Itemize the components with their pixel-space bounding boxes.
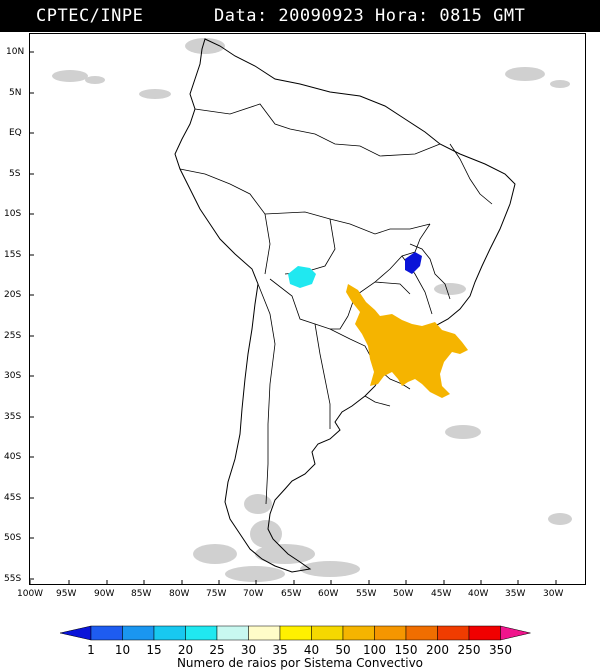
legend-swatch	[59, 625, 92, 641]
lon-label: 40W	[468, 589, 488, 599]
lon-label: 85W	[131, 589, 151, 599]
legend-bar: 1 10 15 20 25 30 35 40 50 100 150 200 250 350	[59, 625, 531, 657]
lat-label: 30S	[4, 371, 21, 381]
cell-orange	[346, 284, 468, 398]
lon-label: 50W	[393, 589, 413, 599]
legend-tick-label: 35	[272, 643, 287, 656]
lat-label: 45S	[4, 493, 21, 503]
legend-tick-label: 200	[426, 643, 449, 656]
map-header: CPTEC/INPE Data: 20090923 Hora: 0815 GMT	[0, 0, 600, 32]
lon-label: 65W	[281, 589, 301, 599]
lat-label: 50S	[4, 533, 21, 543]
legend-swatch	[468, 625, 501, 641]
legend-tick-label: 25	[209, 643, 224, 656]
lat-label: 5N	[9, 88, 21, 98]
legend-swatch	[405, 625, 438, 641]
lon-label: 75W	[206, 589, 226, 599]
legend-swatch	[185, 625, 218, 641]
org-label: CPTEC/INPE	[36, 6, 144, 26]
lat-label: 55S	[4, 574, 21, 584]
legend-tick-label: 30	[241, 643, 256, 656]
legend-tick-label: 350	[489, 643, 512, 656]
map-panel	[29, 33, 586, 585]
lon-label: 95W	[56, 589, 76, 599]
legend-swatch	[437, 625, 470, 641]
lat-label: 20S	[4, 290, 21, 300]
lat-label: 40S	[4, 452, 21, 462]
legend-swatch	[90, 625, 123, 641]
legend-tick-label: 150	[395, 643, 418, 656]
lon-label: 45W	[431, 589, 451, 599]
legend-tick-label: 100	[363, 643, 386, 656]
legend-swatch	[500, 625, 531, 641]
lon-label: 30W	[543, 589, 563, 599]
legend-swatch	[279, 625, 312, 641]
legend-swatch	[311, 625, 344, 641]
lat-axis: 10N 5N EQ 5S 10S 15S 20S 25S 30S 35S 40S…	[4, 47, 24, 584]
legend-swatch	[342, 625, 375, 641]
legend-tick-label: 50	[335, 643, 350, 656]
legend-tick-label: 1	[87, 643, 95, 656]
legend-tick-label: 250	[458, 643, 481, 656]
legend-swatch	[153, 625, 186, 641]
legend-tick-label: 15	[146, 643, 161, 656]
cloud-shading	[52, 38, 572, 582]
legend-tick-labels: 1 10 15 20 25 30 35 40 50 100 150 200 250 350	[87, 643, 512, 657]
lat-label: 15S	[4, 250, 21, 260]
legend-swatch	[216, 625, 249, 641]
legend-tick-label: 20	[178, 643, 193, 656]
lon-label: 60W	[318, 589, 338, 599]
lat-label: 35S	[4, 412, 21, 422]
lon-label: 55W	[356, 589, 376, 599]
lon-axis: 100W 95W 90W 85W 80W 75W 70W 65W 60W 55W…	[17, 589, 563, 599]
lat-label: 5S	[9, 169, 21, 179]
lat-label: 10N	[6, 47, 24, 57]
lon-label: 90W	[94, 589, 114, 599]
country-borders	[179, 103, 493, 505]
cell-blue	[405, 252, 422, 274]
lat-label: 25S	[4, 331, 21, 341]
map-svg	[30, 38, 572, 584]
coastline	[174, 38, 516, 573]
lat-label: 10S	[4, 209, 21, 219]
lon-label: 35W	[505, 589, 525, 599]
color-legend: 1 10 15 20 25 30 35 40 50 100 150 200 250 350 Numero …	[0, 622, 600, 670]
datetime-label: Data: 20090923 Hora: 0815 GMT	[214, 6, 526, 26]
grid-ticks	[30, 51, 557, 584]
lon-label: 80W	[169, 589, 189, 599]
lon-label: 100W	[17, 589, 43, 599]
lat-label: EQ	[9, 128, 22, 138]
lon-label: 70W	[243, 589, 263, 599]
legend-swatches	[59, 625, 531, 641]
legend-swatch	[248, 625, 281, 641]
legend-swatch	[122, 625, 155, 641]
cell-cyan	[288, 266, 316, 288]
legend-tick-label: 10	[115, 643, 130, 656]
legend-tick-label: 40	[304, 643, 319, 656]
legend-swatch	[374, 625, 407, 641]
legend-title: Numero de raios por Sistema Convectivo	[176, 656, 424, 670]
